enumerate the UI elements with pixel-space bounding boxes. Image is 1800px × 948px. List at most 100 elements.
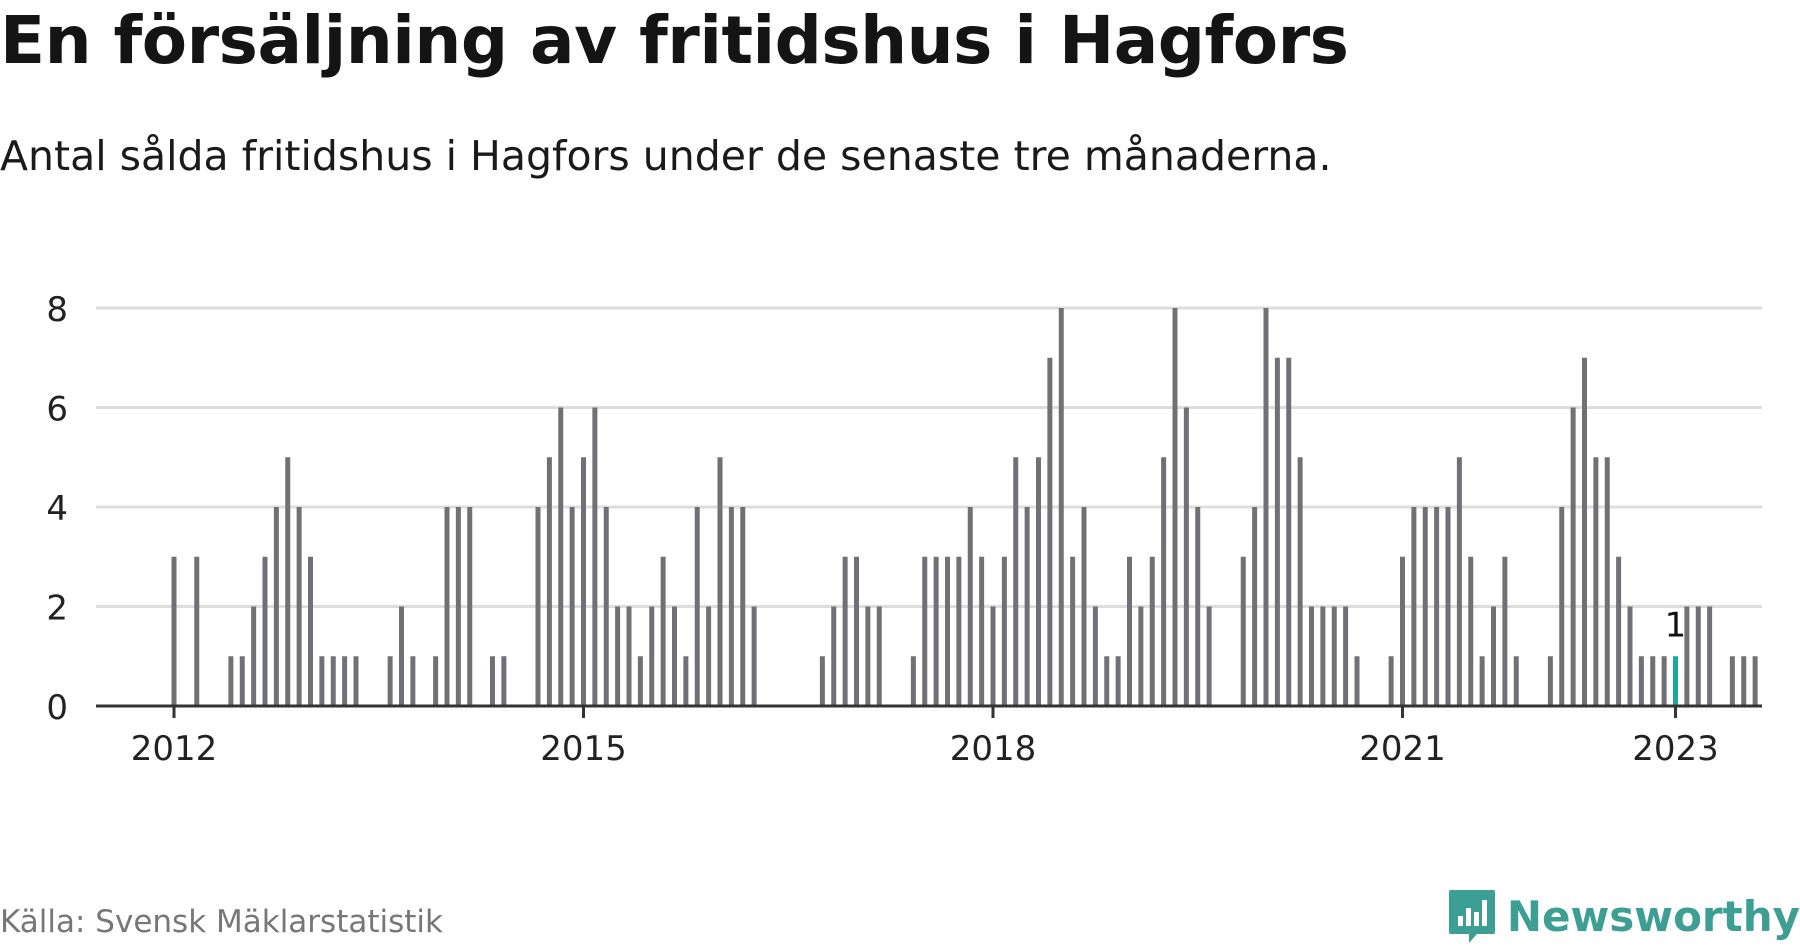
bar	[1456, 457, 1462, 706]
bar	[569, 507, 575, 706]
bar-chart: 0 2 4 6 8 2012 2015 2018 2021 2023 1	[46, 290, 1762, 769]
bar	[387, 656, 393, 706]
bar	[1445, 507, 1451, 706]
bar	[1070, 556, 1076, 706]
bar	[956, 556, 962, 706]
bar	[854, 556, 859, 706]
bar	[922, 556, 928, 706]
bar	[1138, 606, 1144, 706]
y-tick-label: 2	[46, 589, 68, 629]
x-tick-label: 2012	[131, 729, 218, 769]
bar	[239, 656, 245, 706]
bar	[990, 606, 996, 706]
bar	[1115, 656, 1121, 706]
bar	[1741, 656, 1747, 706]
bar	[1604, 457, 1610, 706]
bar	[1752, 656, 1758, 706]
bar	[694, 507, 700, 706]
bar	[876, 606, 882, 706]
bar	[1297, 457, 1303, 706]
x-tick-label: 2021	[1359, 729, 1446, 769]
bar	[1388, 656, 1394, 706]
bar	[433, 656, 439, 706]
bar	[467, 507, 473, 706]
bar	[1263, 308, 1269, 706]
bar	[967, 507, 973, 706]
page-title: En försäljning av fritidshus i Hagfors	[0, 2, 1349, 79]
bar	[1570, 407, 1576, 706]
brand-logo[interactable]: Newsworthy	[1447, 888, 1800, 944]
bar	[1286, 357, 1292, 706]
bar	[1172, 308, 1178, 706]
highlight-bar	[1673, 656, 1678, 706]
bar	[819, 656, 825, 706]
bar	[1559, 507, 1565, 706]
bar	[262, 556, 268, 706]
bar	[1081, 507, 1087, 706]
bar	[945, 556, 950, 706]
bar	[1343, 606, 1349, 706]
bar	[501, 656, 507, 706]
bar	[308, 556, 313, 706]
bar	[842, 556, 848, 706]
bar	[1252, 507, 1258, 706]
bar	[330, 656, 336, 706]
annotations: 1	[1665, 605, 1687, 645]
x-tick-label: 2015	[540, 729, 627, 769]
bar	[1616, 556, 1622, 706]
bar	[1400, 556, 1405, 706]
bar	[1411, 507, 1417, 706]
page-subtitle: Antal sålda fritidshus i Hagfors under d…	[0, 132, 1332, 180]
bar	[1650, 656, 1656, 706]
bar	[1638, 656, 1644, 706]
bar	[831, 606, 837, 706]
bar	[649, 606, 655, 706]
bar	[1104, 656, 1110, 706]
bar	[615, 606, 621, 706]
y-tick-label: 4	[46, 489, 68, 529]
bar	[1479, 656, 1485, 706]
bar	[1127, 556, 1132, 706]
bar	[1149, 556, 1155, 706]
bar	[683, 656, 689, 706]
bar	[455, 507, 461, 706]
bar	[1274, 357, 1280, 706]
source-note: Källa: Svensk Mäklarstatistik	[0, 904, 443, 940]
y-tick-label: 6	[46, 390, 68, 430]
y-tick-label: 8	[46, 290, 68, 330]
x-axis-ticks: 2012 2015 2018 2021 2023	[131, 706, 1719, 769]
bar	[910, 656, 916, 706]
bars	[171, 308, 1758, 706]
bar	[592, 407, 598, 706]
bar	[319, 656, 325, 706]
bar	[1058, 308, 1064, 706]
bar	[1582, 357, 1587, 706]
x-tick-label: 2023	[1632, 729, 1719, 769]
bar	[706, 606, 712, 706]
bar	[171, 556, 177, 706]
bar	[1047, 357, 1053, 706]
bar	[251, 606, 257, 706]
bar	[660, 556, 666, 706]
bar	[1661, 656, 1667, 706]
bar	[1684, 606, 1690, 706]
bar	[535, 507, 541, 706]
highlight-value-label: 1	[1665, 605, 1687, 645]
bar	[546, 457, 552, 706]
bar	[1354, 656, 1360, 706]
x-tick-label: 2018	[950, 729, 1037, 769]
bar	[637, 656, 643, 706]
bar	[1513, 656, 1519, 706]
bar	[740, 507, 746, 706]
bar	[728, 507, 734, 706]
bar	[1468, 556, 1474, 706]
bar	[444, 507, 450, 706]
bar	[1092, 606, 1098, 706]
bar	[603, 507, 609, 706]
bar	[1627, 606, 1633, 706]
y-tick-label: 0	[46, 688, 68, 728]
bar	[1309, 606, 1314, 706]
bar	[1001, 556, 1007, 706]
bar	[342, 656, 348, 706]
bar	[933, 556, 939, 706]
